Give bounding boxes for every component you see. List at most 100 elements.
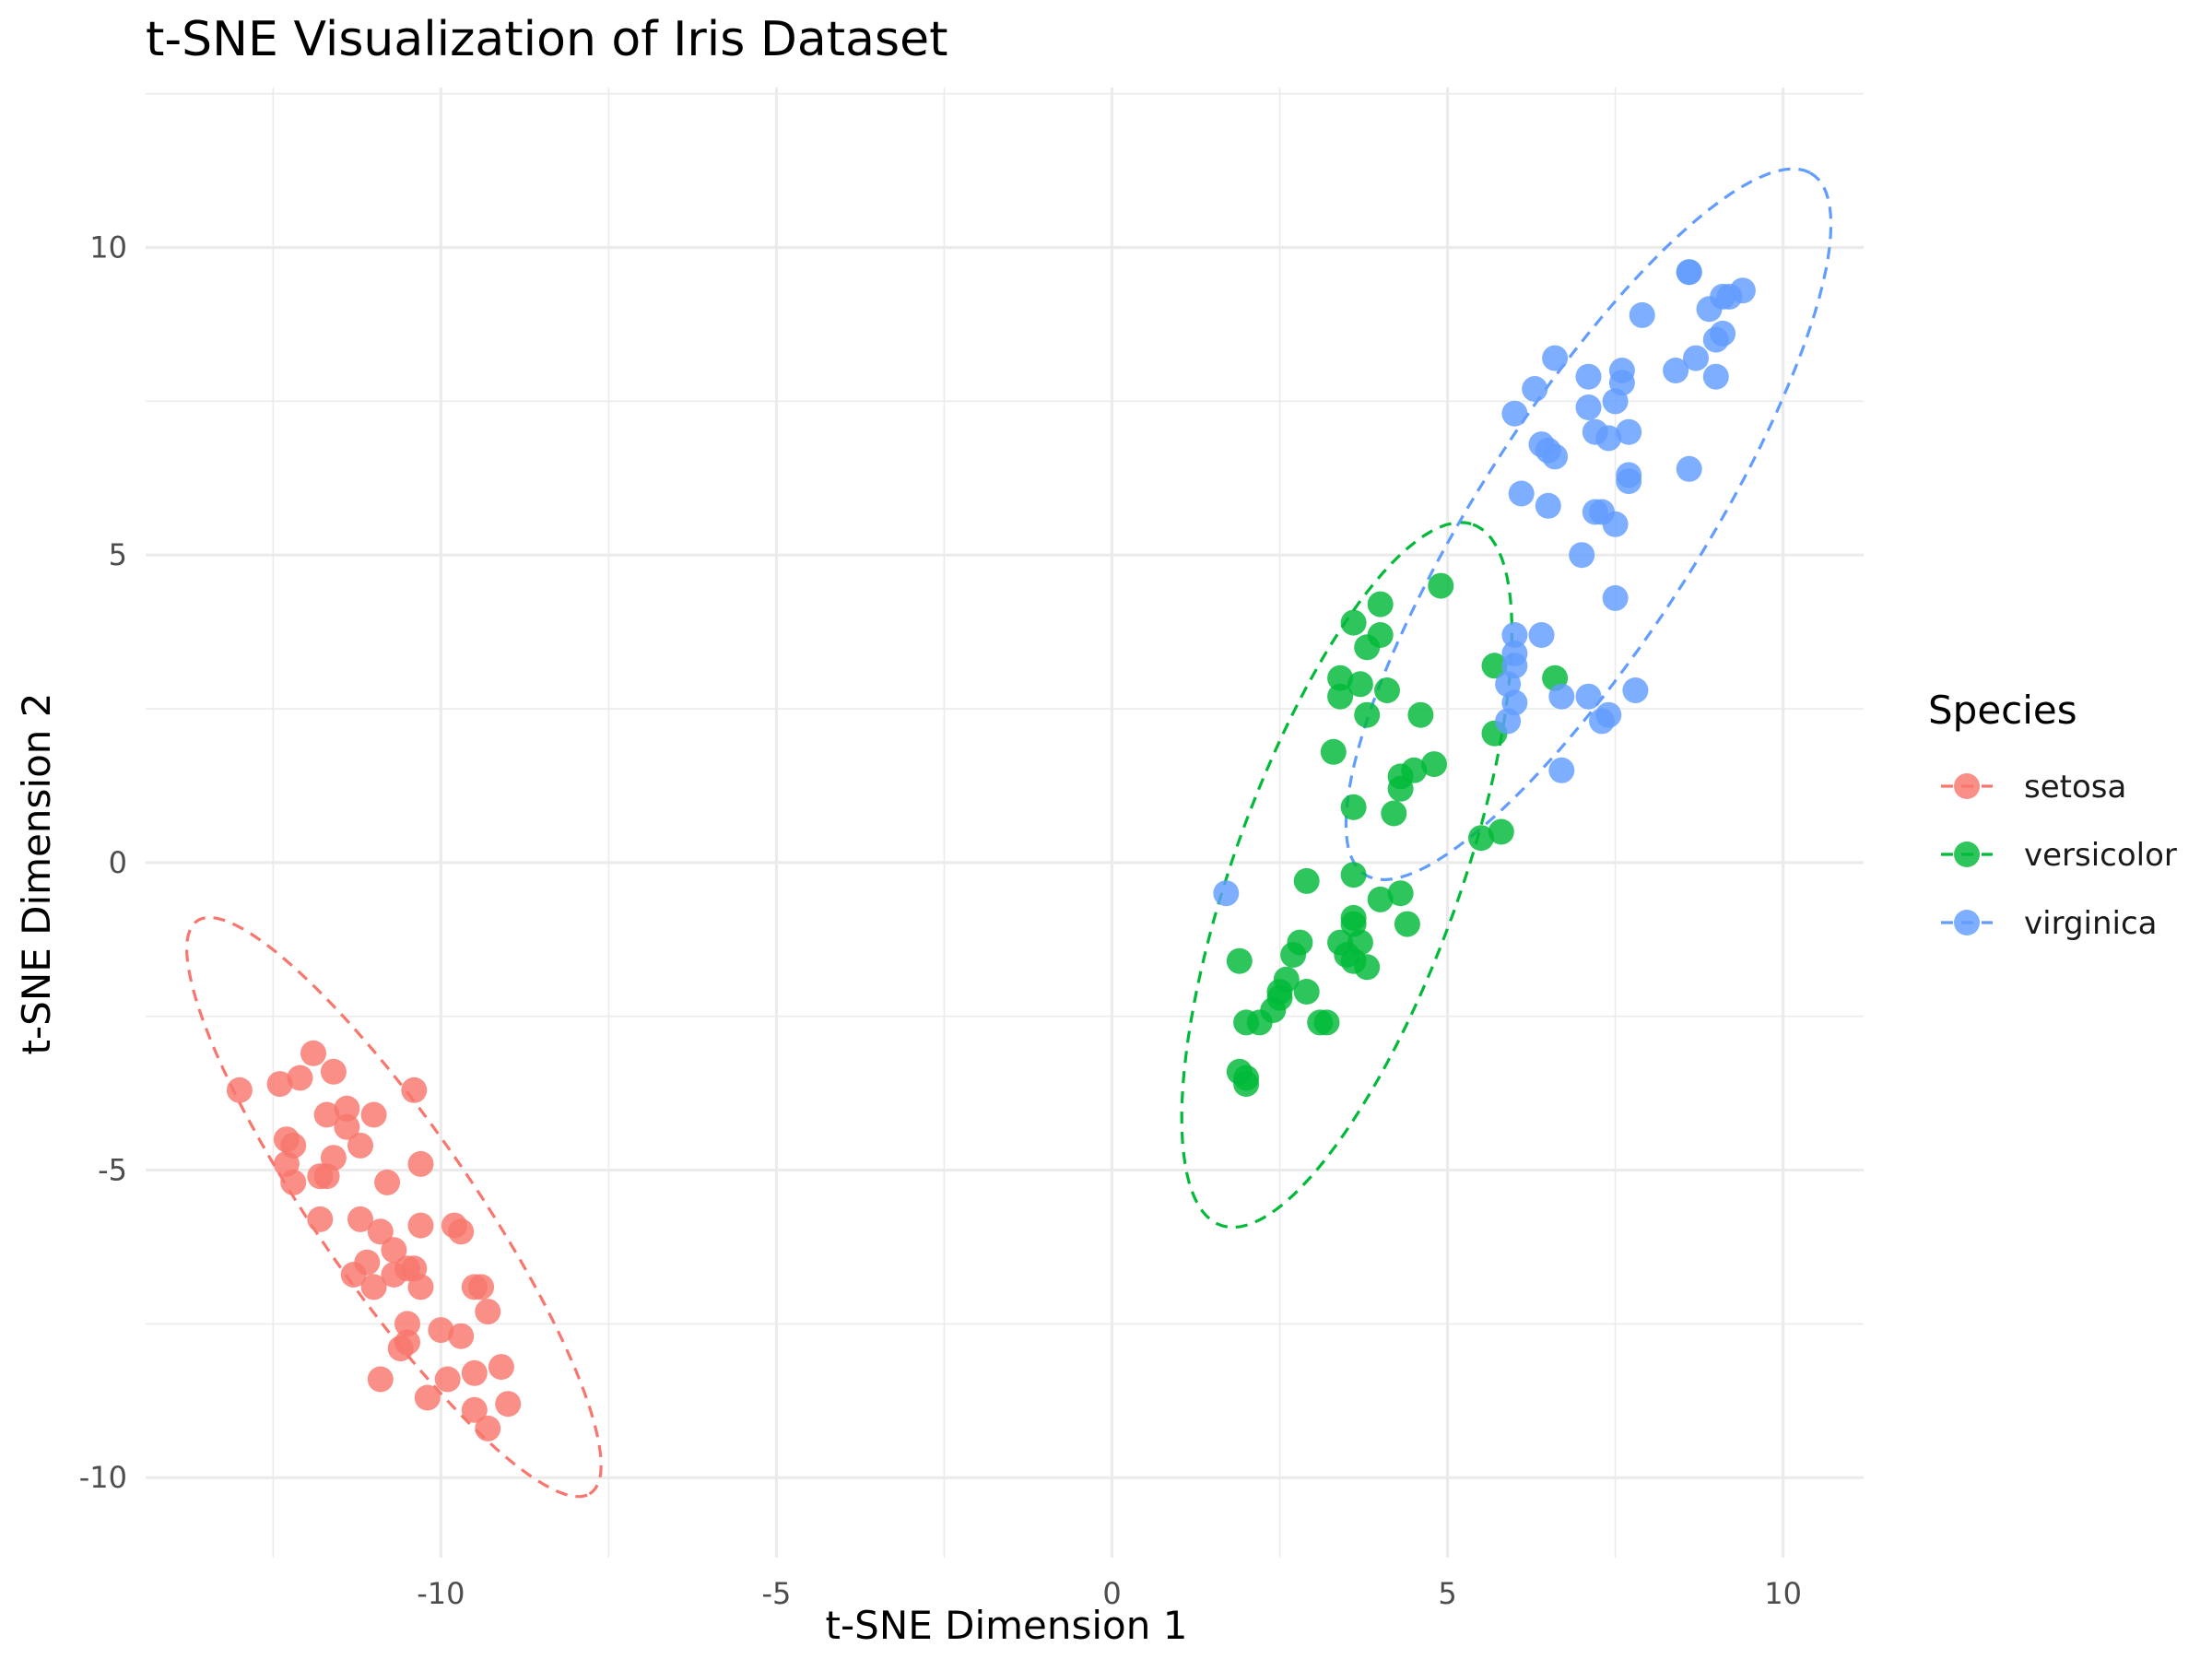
point-virginica [1622, 677, 1649, 703]
x-tick-label: 5 [1438, 1576, 1456, 1611]
point-versicolor [1468, 825, 1494, 852]
point-setosa [488, 1354, 514, 1381]
point-versicolor [1293, 867, 1320, 894]
point-setosa [448, 1218, 475, 1245]
y-axis-ticks: -10 -5 0 5 10 [79, 230, 127, 1496]
x-tick-label: -10 [417, 1576, 465, 1611]
point-virginica [1602, 511, 1629, 537]
point-virginica [1616, 418, 1642, 445]
point-versicolor [1354, 634, 1381, 661]
point-virginica [1716, 283, 1743, 310]
point-setosa [367, 1366, 394, 1393]
point-virginica [1501, 622, 1528, 648]
point-versicolor [1367, 886, 1394, 912]
point-setosa [226, 1077, 253, 1103]
point-virginica [1702, 363, 1729, 390]
point-versicolor [1481, 653, 1508, 679]
point-virginica [1522, 376, 1548, 402]
point-versicolor [1280, 942, 1307, 968]
point-setosa [307, 1206, 334, 1232]
point-setosa [475, 1415, 501, 1441]
point-virginica [1696, 296, 1723, 323]
point-setosa [401, 1077, 428, 1103]
point-versicolor [1334, 942, 1360, 968]
point-versicolor [1340, 794, 1367, 820]
point-setosa [428, 1317, 454, 1344]
point-setosa [374, 1169, 401, 1195]
legend-key-virginica [1954, 910, 1980, 935]
data-points [226, 259, 1756, 1441]
point-setosa [340, 1262, 367, 1288]
confidence-ellipses [185, 167, 1833, 1499]
point-versicolor [1327, 683, 1354, 710]
point-setosa [461, 1359, 488, 1386]
point-setosa [347, 1206, 373, 1232]
point-setosa [448, 1323, 475, 1349]
point-virginica [1702, 326, 1729, 353]
x-tick-label: 0 [1102, 1576, 1121, 1611]
point-versicolor [1354, 701, 1381, 728]
ellipse-virginica [1344, 167, 1833, 882]
point-setosa [381, 1237, 407, 1264]
point-virginica [1548, 757, 1575, 783]
point-setosa [334, 1095, 360, 1122]
point-setosa [360, 1101, 387, 1128]
chart-title: t-SNE Visualization of Iris Dataset [146, 12, 948, 67]
point-virginica [1508, 480, 1535, 507]
point-versicolor [1381, 800, 1407, 827]
point-virginica [1495, 708, 1522, 735]
y-tick-label: -10 [79, 1460, 127, 1495]
point-virginica [1569, 542, 1595, 569]
legend-key-setosa [1954, 773, 1980, 799]
point-virginica [1676, 455, 1702, 482]
point-versicolor [1313, 1009, 1340, 1036]
legend-label-virginica: virginica [2024, 905, 2158, 942]
point-virginica [1575, 363, 1602, 390]
point-versicolor [1387, 775, 1414, 802]
point-versicolor [1407, 701, 1434, 728]
point-virginica [1542, 443, 1569, 470]
point-setosa [313, 1101, 340, 1128]
x-tick-label: 10 [1764, 1576, 1802, 1611]
point-virginica [1683, 345, 1709, 371]
y-tick-label: 10 [89, 230, 127, 265]
point-versicolor [1293, 979, 1320, 1005]
point-setosa [495, 1391, 522, 1418]
point-virginica [1213, 880, 1240, 907]
point-virginica [1602, 584, 1629, 611]
point-virginica [1528, 622, 1555, 648]
point-virginica [1589, 708, 1615, 735]
point-setosa [407, 1150, 434, 1177]
point-versicolor [1354, 954, 1381, 981]
point-virginica [1575, 683, 1602, 710]
point-setosa [407, 1274, 434, 1300]
point-setosa [320, 1058, 347, 1085]
point-versicolor [1233, 1071, 1260, 1098]
legend-label-setosa: setosa [2024, 769, 2126, 806]
x-tick-label: -5 [761, 1576, 791, 1611]
point-setosa [347, 1132, 373, 1159]
point-setosa [475, 1299, 501, 1325]
x-axis-title: t-SNE Dimension 1 [826, 1603, 1188, 1648]
point-virginica [1629, 301, 1655, 328]
point-setosa [287, 1065, 313, 1091]
point-virginica [1616, 468, 1642, 495]
point-setosa [313, 1163, 340, 1190]
point-versicolor [1488, 818, 1514, 845]
legend-items: setosa versicolor virginica [1941, 769, 2177, 942]
y-tick-label: -5 [98, 1153, 127, 1188]
point-virginica [1663, 358, 1689, 383]
point-virginica [1501, 400, 1528, 427]
point-versicolor [1327, 665, 1354, 691]
y-tick-label: 0 [109, 845, 127, 880]
major-gridlines [146, 88, 1864, 1558]
point-virginica [1501, 653, 1528, 679]
ellipse-versicolor [1180, 521, 1514, 1230]
point-virginica [1676, 259, 1702, 286]
point-versicolor [1421, 751, 1447, 778]
point-versicolor [1394, 911, 1420, 937]
legend: Species setosa versicolor virginica [1928, 688, 2177, 942]
point-virginica [1595, 425, 1622, 452]
point-versicolor [1320, 738, 1347, 765]
point-virginica [1582, 499, 1608, 525]
